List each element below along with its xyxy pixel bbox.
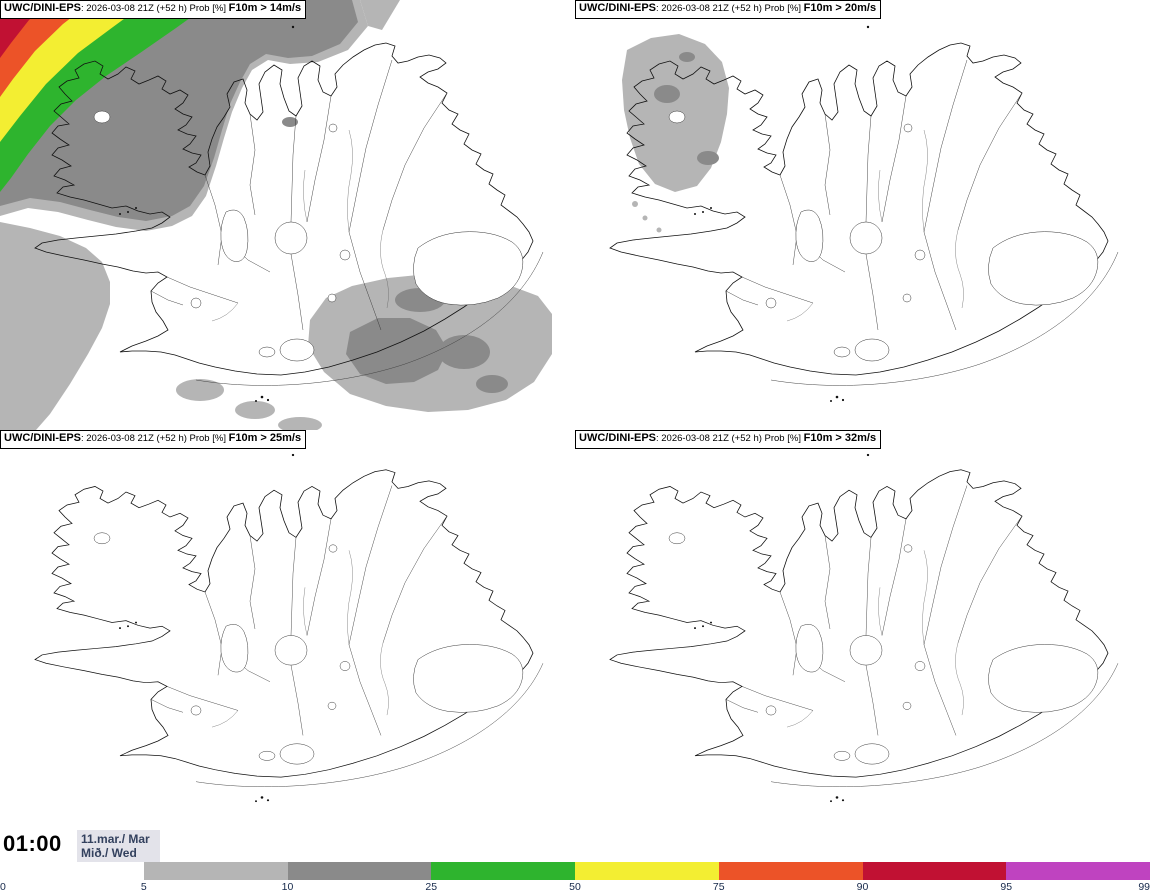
- title-meta: : 2026-03-08 21Z (+52 h) Prob [%]: [81, 3, 229, 14]
- title-meta: : 2026-03-08 21Z (+52 h) Prob [%]: [81, 433, 229, 444]
- product-label: UWC/DINI-EPS: [579, 2, 656, 14]
- panel-f10m-25ms: UWC/DINI-EPS: 2026-03-08 21Z (+52 h) Pro…: [0, 430, 575, 828]
- valid-date: 11.mar./ Mar Mið./ Wed: [77, 830, 160, 863]
- colorbar-tick-label: 95: [1000, 881, 1013, 893]
- product-label: UWC/DINI-EPS: [4, 2, 81, 14]
- colorbar: [0, 862, 1150, 880]
- threshold-label: F10m > 32m/s: [803, 432, 877, 444]
- valid-date-line2: Mið./ Wed: [81, 846, 137, 861]
- prob-shading-14ms: [0, 0, 552, 430]
- map-f10m-20ms: [609, 25, 1119, 403]
- panel-title-32ms: UWC/DINI-EPS: 2026-03-08 21Z (+52 h) Pro…: [575, 430, 882, 449]
- valid-time: 01:00: [3, 831, 62, 856]
- title-meta: : 2026-03-08 21Z (+52 h) Prob [%]: [656, 433, 804, 444]
- prob-shading-20ms: [622, 34, 729, 233]
- product-label: UWC/DINI-EPS: [4, 432, 81, 444]
- colorbar-segment: [575, 862, 719, 880]
- panel-f10m-14ms: UWC/DINI-EPS: 2026-03-08 21Z (+52 h) Pro…: [0, 0, 575, 430]
- colorbar-ticks: 0 5 10 25 50 75 90 95 99: [0, 881, 1150, 893]
- map-f10m-32ms: [609, 453, 1119, 803]
- threshold-label: F10m > 25m/s: [228, 432, 302, 444]
- colorbar-tick-label: 25: [425, 881, 438, 893]
- panel-title-25ms: UWC/DINI-EPS: 2026-03-08 21Z (+52 h) Pro…: [0, 430, 307, 449]
- colorbar-tick-label: 75: [712, 881, 725, 893]
- map-f10m-25ms: [34, 453, 544, 803]
- title-meta: : 2026-03-08 21Z (+52 h) Prob [%]: [656, 3, 804, 14]
- panel-f10m-32ms: UWC/DINI-EPS: 2026-03-08 21Z (+52 h) Pro…: [575, 430, 1150, 828]
- colorbar-segment: [287, 862, 432, 880]
- colorbar-tick-label: 50: [569, 881, 581, 893]
- colorbar-tick-label: 99: [1138, 881, 1150, 893]
- colorbar-segment: [1006, 862, 1150, 880]
- panel-title-14ms: UWC/DINI-EPS: 2026-03-08 21Z (+52 h) Pro…: [0, 0, 307, 19]
- colorbar-tick-label: 5: [140, 881, 147, 893]
- colorbar-tick-label: 90: [856, 881, 869, 893]
- colorbar-segment: [718, 862, 863, 880]
- colorbar-segment: [862, 862, 1007, 880]
- threshold-label: F10m > 20m/s: [803, 2, 877, 14]
- colorbar-segment: [143, 862, 288, 880]
- colorbar-tick-label: 0: [0, 881, 6, 893]
- colorbar-segment: [431, 862, 575, 880]
- valid-date-line1: 11.mar./ Mar: [81, 832, 150, 846]
- map-f10m-14ms: [0, 0, 552, 430]
- panel-f10m-20ms: UWC/DINI-EPS: 2026-03-08 21Z (+52 h) Pro…: [575, 0, 1150, 430]
- colorbar-tick-label: 10: [281, 881, 294, 893]
- footer: 01:00 11.mar./ Mar Mið./ Wed 0 5 10 25 50 75 9…: [0, 828, 1150, 893]
- panel-title-20ms: UWC/DINI-EPS: 2026-03-08 21Z (+52 h) Pro…: [575, 0, 882, 19]
- threshold-label: F10m > 14m/s: [228, 2, 302, 14]
- product-label: UWC/DINI-EPS: [579, 432, 656, 444]
- colorbar-segment: [0, 862, 144, 880]
